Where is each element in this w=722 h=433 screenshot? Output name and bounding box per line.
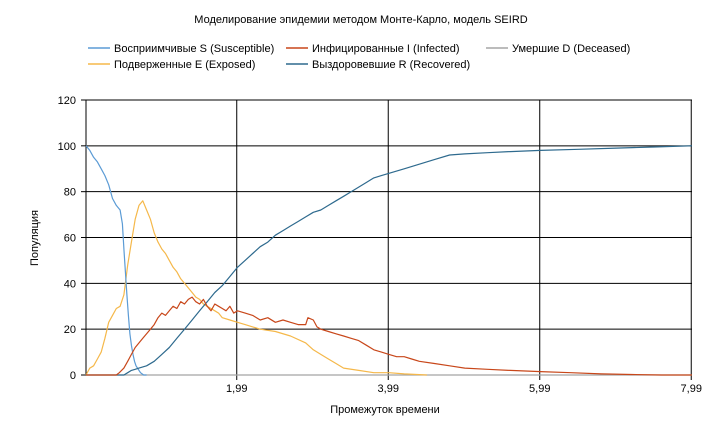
chart-title: Моделирование эпидемии методом Монте-Кар…	[194, 14, 527, 26]
x-tick-label: 7,99	[681, 383, 702, 395]
y-tick-label: 60	[64, 233, 76, 245]
legend-item-4: Выздоровевшие R (Recovered)	[286, 59, 470, 71]
legend-label: Умершие D (Deceased)	[512, 43, 630, 55]
y-axis-label: Популяция	[29, 210, 41, 266]
y-tick-label: 20	[64, 324, 76, 336]
chart-series	[85, 145, 693, 376]
series-line-1	[86, 296, 692, 376]
x-tick-label: 3,99	[378, 383, 399, 395]
y-tick-label: 120	[58, 95, 76, 107]
legend-label: Инфицированные I (Infected)	[312, 43, 460, 55]
legend-item-3: Подверженные E (Exposed)	[88, 59, 255, 71]
legend-item-1: Инфицированные I (Infected)	[286, 43, 460, 55]
chart-legend: Восприимчивые S (Susceptible) Инфицирован…	[88, 43, 630, 71]
series-line-0	[85, 145, 147, 376]
chart-grid	[86, 99, 692, 375]
legend-item-2: Умершие D (Deceased)	[486, 43, 630, 55]
legend-item-0: Восприимчивые S (Susceptible)	[88, 43, 274, 55]
y-tick-label: 80	[64, 187, 76, 199]
series-line-4	[86, 145, 693, 376]
x-tick-label: 1,99	[226, 383, 247, 395]
y-tick-label: 40	[64, 278, 76, 290]
legend-label: Подверженные E (Exposed)	[114, 59, 255, 71]
legend-label: Выздоровевшие R (Recovered)	[312, 59, 470, 71]
y-tick-label: 100	[58, 141, 76, 153]
series-line-3	[85, 200, 427, 376]
chart-ticks: 0 20 40 60 80 100 120 1,99 3,99 5,99 7,99	[58, 95, 702, 395]
legend-label: Восприимчивые S (Susceptible)	[114, 43, 274, 55]
x-axis-label: Промежуток времени	[330, 404, 440, 416]
y-tick-label: 0	[70, 370, 76, 382]
x-tick-label: 5,99	[529, 383, 550, 395]
